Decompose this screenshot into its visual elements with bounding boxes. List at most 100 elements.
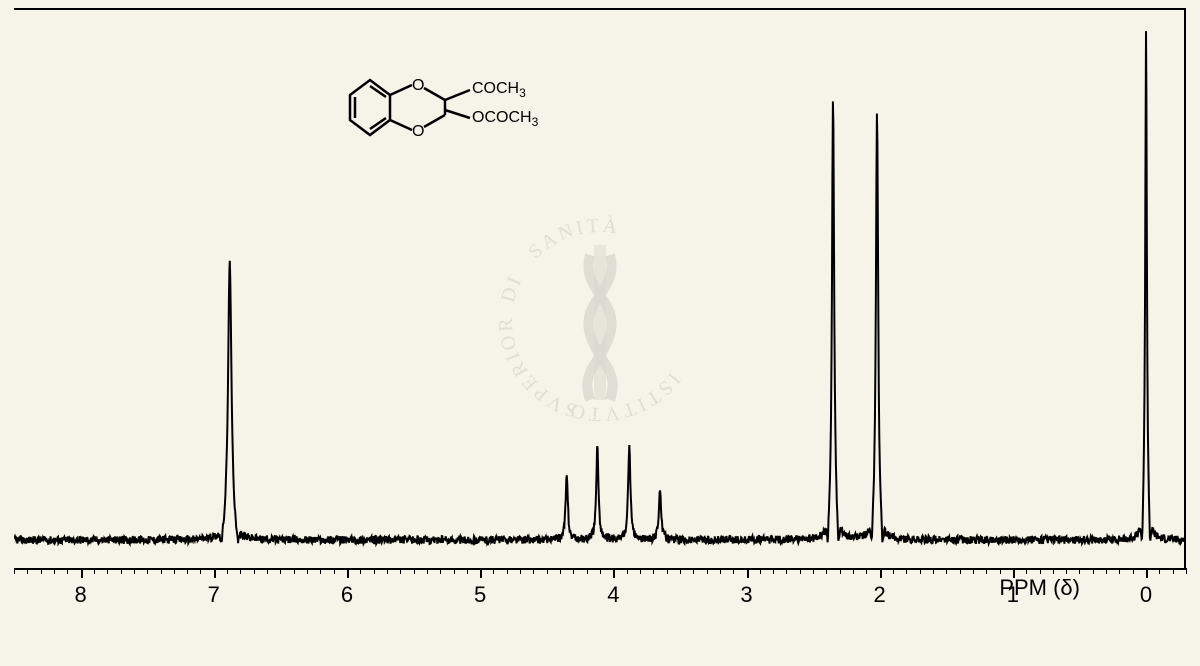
tick-major bbox=[613, 568, 615, 578]
svg-text:COCH3: COCH3 bbox=[472, 80, 526, 100]
tick-minor bbox=[1119, 568, 1120, 574]
tick-minor bbox=[946, 568, 947, 574]
tick-minor bbox=[27, 568, 28, 574]
tick-label: 7 bbox=[208, 582, 220, 608]
tick-label: 8 bbox=[74, 582, 86, 608]
tick-minor bbox=[680, 568, 681, 574]
tick-minor bbox=[54, 568, 55, 574]
tick-minor bbox=[187, 568, 188, 574]
tick-major bbox=[480, 568, 482, 578]
tick-minor bbox=[14, 568, 15, 574]
tick-minor bbox=[786, 568, 787, 574]
spectrum-plot bbox=[14, 8, 1186, 570]
oxygen-atom-top: O bbox=[412, 77, 424, 94]
tick-minor bbox=[760, 568, 761, 574]
tick-minor bbox=[1026, 568, 1027, 574]
tick-label: 0 bbox=[1140, 582, 1152, 608]
tick-minor bbox=[733, 568, 734, 574]
tick-major bbox=[214, 568, 216, 578]
tick-major bbox=[81, 568, 83, 578]
molecular-structure: O O COCH3 OCOCH3 bbox=[320, 60, 580, 170]
tick-minor bbox=[320, 568, 321, 574]
tick-minor bbox=[840, 568, 841, 574]
tick-minor bbox=[720, 568, 721, 574]
tick-minor bbox=[667, 568, 668, 574]
tick-minor bbox=[960, 568, 961, 574]
tick-minor bbox=[227, 568, 228, 574]
tick-minor bbox=[627, 568, 628, 574]
tick-minor bbox=[1040, 568, 1041, 574]
tick-minor bbox=[440, 568, 441, 574]
tick-minor bbox=[414, 568, 415, 574]
tick-minor bbox=[906, 568, 907, 574]
tick-minor bbox=[1066, 568, 1067, 574]
tick-minor bbox=[1186, 568, 1187, 574]
tick-minor bbox=[307, 568, 308, 574]
tick-minor bbox=[653, 568, 654, 574]
tick-label: 5 bbox=[474, 582, 486, 608]
svg-text:OCOCH3: OCOCH3 bbox=[472, 109, 539, 129]
tick-minor bbox=[267, 568, 268, 574]
tick-label: 6 bbox=[341, 582, 353, 608]
tick-label: 2 bbox=[874, 582, 886, 608]
tick-minor bbox=[547, 568, 548, 574]
tick-minor bbox=[893, 568, 894, 574]
ococh3-label: OCOCH bbox=[472, 109, 532, 126]
tick-minor bbox=[986, 568, 987, 574]
tick-minor bbox=[174, 568, 175, 574]
tick-minor bbox=[560, 568, 561, 574]
tick-minor bbox=[387, 568, 388, 574]
tick-minor bbox=[374, 568, 375, 574]
tick-minor bbox=[1079, 568, 1080, 574]
tick-minor bbox=[693, 568, 694, 574]
tick-label: 3 bbox=[740, 582, 752, 608]
tick-minor bbox=[1106, 568, 1107, 574]
tick-minor bbox=[600, 568, 601, 574]
tick-minor bbox=[587, 568, 588, 574]
tick-minor bbox=[41, 568, 42, 574]
tick-minor bbox=[826, 568, 827, 574]
tick-label: 4 bbox=[607, 582, 619, 608]
spectrum-trace bbox=[14, 31, 1186, 544]
tick-minor bbox=[240, 568, 241, 574]
tick-minor bbox=[161, 568, 162, 574]
tick-minor bbox=[933, 568, 934, 574]
tick-minor bbox=[573, 568, 574, 574]
tick-minor bbox=[454, 568, 455, 574]
tick-minor bbox=[707, 568, 708, 574]
tick-major bbox=[880, 568, 882, 578]
tick-minor bbox=[813, 568, 814, 574]
tick-minor bbox=[866, 568, 867, 574]
tick-minor bbox=[334, 568, 335, 574]
tick-minor bbox=[280, 568, 281, 574]
tick-minor bbox=[533, 568, 534, 574]
tick-major bbox=[747, 568, 749, 578]
coch3-label: COCH bbox=[472, 80, 519, 97]
tick-minor bbox=[1093, 568, 1094, 574]
tick-major bbox=[1146, 568, 1148, 578]
tick-minor bbox=[147, 568, 148, 574]
tick-minor bbox=[1053, 568, 1054, 574]
x-axis-label: PPM (δ) bbox=[999, 575, 1080, 601]
tick-major bbox=[347, 568, 349, 578]
tick-minor bbox=[134, 568, 135, 574]
tick-minor bbox=[254, 568, 255, 574]
tick-minor bbox=[467, 568, 468, 574]
tick-minor bbox=[920, 568, 921, 574]
chart-container: ISTITVTO SVPERIORE DI SANITÀ bbox=[0, 0, 1200, 666]
tick-minor bbox=[1159, 568, 1160, 574]
tick-minor bbox=[400, 568, 401, 574]
tick-minor bbox=[773, 568, 774, 574]
tick-minor bbox=[973, 568, 974, 574]
tick-minor bbox=[294, 568, 295, 574]
tick-minor bbox=[94, 568, 95, 574]
tick-minor bbox=[520, 568, 521, 574]
tick-minor bbox=[107, 568, 108, 574]
tick-minor bbox=[1000, 568, 1001, 574]
tick-minor bbox=[507, 568, 508, 574]
tick-minor bbox=[427, 568, 428, 574]
tick-minor bbox=[493, 568, 494, 574]
oxygen-atom-bottom: O bbox=[412, 123, 424, 140]
tick-minor bbox=[360, 568, 361, 574]
tick-minor bbox=[1133, 568, 1134, 574]
